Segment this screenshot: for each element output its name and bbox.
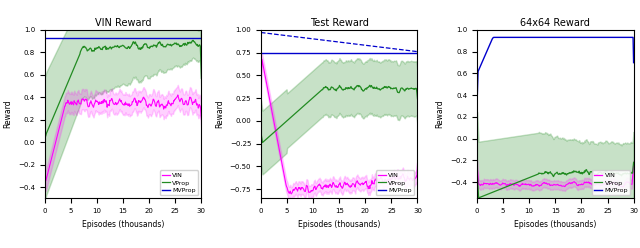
- X-axis label: Episodes (thousands): Episodes (thousands): [298, 220, 380, 229]
- Title: Test Reward: Test Reward: [310, 18, 369, 28]
- X-axis label: Episodes (thousands): Episodes (thousands): [514, 220, 596, 229]
- X-axis label: Episodes (thousands): Episodes (thousands): [82, 220, 164, 229]
- Y-axis label: Reward: Reward: [436, 100, 445, 128]
- Title: 64x64 Reward: 64x64 Reward: [520, 18, 590, 28]
- Y-axis label: Reward: Reward: [215, 100, 224, 128]
- Title: VIN Reward: VIN Reward: [95, 18, 151, 28]
- Legend: VIN, VProp, MVProp: VIN, VProp, MVProp: [592, 170, 630, 195]
- Legend: VIN, VProp, MVProp: VIN, VProp, MVProp: [160, 170, 198, 195]
- Legend: VIN, VProp, MVProp: VIN, VProp, MVProp: [376, 170, 414, 195]
- Y-axis label: Reward: Reward: [4, 100, 13, 128]
